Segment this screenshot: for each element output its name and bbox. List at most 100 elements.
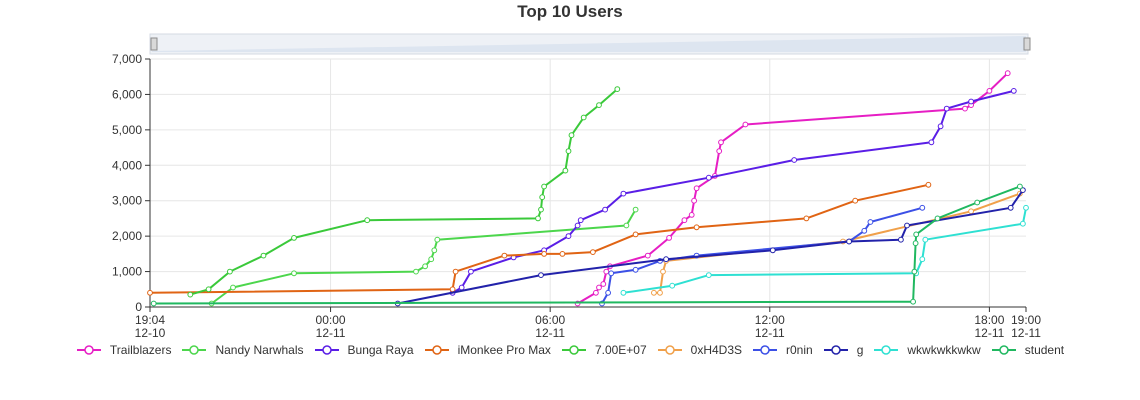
data-point[interactable] [434, 236, 441, 243]
data-point[interactable] [986, 88, 993, 94]
data-point[interactable] [1020, 220, 1026, 227]
legend-item[interactable]: Nandy Narwhals [181, 343, 304, 357]
data-point[interactable] [919, 204, 926, 211]
data-point[interactable] [605, 289, 611, 296]
data-point[interactable] [620, 190, 627, 197]
data-point[interactable] [919, 256, 926, 263]
legend-item[interactable]: 0xH4D3S [657, 343, 742, 357]
data-point[interactable] [620, 289, 627, 296]
data-point[interactable] [580, 114, 587, 121]
data-point[interactable] [718, 139, 724, 146]
data-point[interactable] [541, 251, 547, 257]
data-point[interactable] [150, 300, 157, 307]
data-point[interactable] [911, 268, 918, 275]
data-point[interactable] [1010, 88, 1017, 94]
data-point[interactable] [693, 185, 700, 192]
data-point[interactable] [663, 256, 669, 263]
legend-item[interactable]: Bunga Raya [314, 343, 414, 357]
data-point[interactable] [574, 222, 581, 229]
data-point[interactable] [291, 235, 297, 241]
data-point[interactable] [568, 132, 575, 139]
data-point[interactable] [538, 206, 544, 213]
data-point[interactable] [614, 86, 621, 92]
data-point[interactable] [688, 212, 695, 218]
data-point[interactable] [147, 289, 153, 296]
data-point[interactable] [431, 247, 438, 254]
data-point[interactable] [449, 286, 456, 293]
data-point[interactable] [602, 206, 608, 213]
data-point[interactable] [413, 268, 419, 275]
data-point[interactable] [260, 252, 267, 259]
data-point[interactable] [205, 286, 212, 293]
data-point[interactable] [596, 284, 602, 291]
data-point[interactable] [452, 268, 459, 275]
data-point[interactable] [623, 222, 630, 229]
data-point[interactable] [913, 231, 920, 238]
data-point[interactable] [716, 148, 723, 155]
data-point[interactable] [562, 167, 569, 174]
data-point[interactable] [501, 252, 508, 259]
data-point[interactable] [187, 291, 194, 298]
data-point[interactable] [1023, 204, 1029, 211]
data-point[interactable] [943, 105, 950, 112]
data-point[interactable] [803, 215, 810, 222]
data-point[interactable] [974, 199, 981, 206]
data-point[interactable] [458, 284, 465, 291]
data-point[interactable] [364, 217, 371, 224]
data-point[interactable] [632, 266, 639, 273]
data-point[interactable] [912, 240, 919, 247]
data-point[interactable] [791, 157, 798, 163]
data-point[interactable] [968, 98, 974, 105]
data-point[interactable] [227, 268, 233, 275]
data-point[interactable] [968, 208, 974, 215]
data-point[interactable] [565, 233, 572, 240]
data-point[interactable] [1020, 187, 1026, 194]
data-point[interactable] [538, 272, 544, 279]
data-point[interactable] [925, 181, 932, 188]
data-point[interactable] [705, 174, 712, 181]
data-point[interactable] [596, 102, 602, 108]
data-point[interactable] [666, 235, 672, 241]
legend-item[interactable]: r0nin [752, 343, 813, 357]
data-point[interactable] [539, 194, 546, 201]
legend-item[interactable]: iMonkee Pro Max [424, 343, 551, 357]
data-point[interactable] [632, 206, 639, 213]
legend-item[interactable]: student [991, 343, 1064, 357]
data-point[interactable] [691, 197, 697, 204]
range-slider-handle-right[interactable] [1023, 37, 1031, 51]
data-point[interactable] [846, 238, 852, 245]
data-point[interactable] [422, 263, 429, 270]
data-point[interactable] [1007, 204, 1014, 211]
data-point[interactable] [928, 139, 935, 146]
legend-item[interactable]: 7.00E+07 [561, 343, 647, 357]
data-point[interactable] [934, 215, 941, 222]
legend-item[interactable]: g [823, 343, 863, 357]
data-point[interactable] [541, 183, 547, 190]
data-point[interactable] [600, 281, 607, 287]
data-point[interactable] [769, 247, 776, 254]
data-point[interactable] [1017, 183, 1023, 190]
range-slider[interactable] [149, 33, 1031, 55]
data-point[interactable] [644, 252, 651, 259]
data-point[interactable] [660, 268, 666, 275]
data-point[interactable] [898, 236, 904, 243]
data-point[interactable] [681, 217, 688, 224]
data-point[interactable] [535, 215, 541, 222]
data-point[interactable] [565, 148, 572, 155]
data-point[interactable] [705, 272, 712, 279]
data-point[interactable] [1004, 70, 1011, 77]
data-point[interactable] [910, 298, 916, 305]
data-point[interactable] [559, 251, 566, 257]
data-point[interactable] [230, 284, 236, 291]
data-point[interactable] [428, 256, 435, 263]
legend-item[interactable]: Trailblazers [76, 343, 171, 357]
data-point[interactable] [867, 219, 874, 225]
data-point[interactable] [593, 289, 599, 296]
data-point[interactable] [651, 289, 657, 296]
data-point[interactable] [852, 197, 859, 204]
legend-item[interactable]: wkwkwkkwkw [873, 343, 981, 357]
data-point[interactable] [742, 121, 749, 128]
data-point[interactable] [937, 123, 944, 130]
data-point[interactable] [468, 268, 474, 275]
data-point[interactable] [590, 249, 596, 256]
